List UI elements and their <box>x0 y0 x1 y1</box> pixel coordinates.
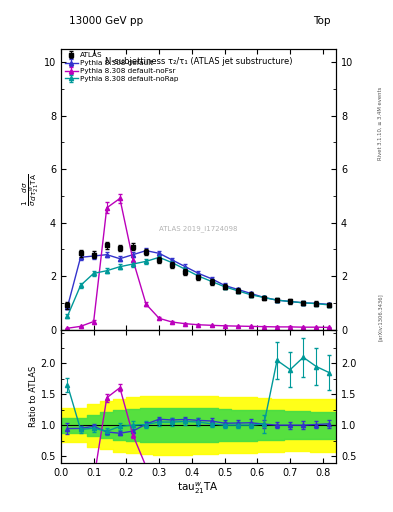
Text: Top: Top <box>314 15 331 26</box>
Text: [arXiv:1306.3436]: [arXiv:1306.3436] <box>378 293 383 342</box>
Legend: ATLAS, Pythia 8.308 default, Pythia 8.308 default-noFsr, Pythia 8.308 default-no: ATLAS, Pythia 8.308 default, Pythia 8.30… <box>63 51 180 83</box>
Text: 13000 GeV pp: 13000 GeV pp <box>69 15 143 26</box>
X-axis label: tau$^{w}_{21}$TA: tau$^{w}_{21}$TA <box>178 481 219 497</box>
Text: Rivet 3.1.10, ≥ 3.4M events: Rivet 3.1.10, ≥ 3.4M events <box>378 86 383 160</box>
Y-axis label: Ratio to ATLAS: Ratio to ATLAS <box>29 366 38 427</box>
Text: ATLAS 2019_i1724098: ATLAS 2019_i1724098 <box>159 225 238 232</box>
Text: N-subjettiness τ₂/τ₁ (ATLAS jet substructure): N-subjettiness τ₂/τ₁ (ATLAS jet substruc… <box>105 57 292 66</box>
Y-axis label: $\frac{1}{\sigma}\frac{d\sigma}{d\tau_{21}^{w}\mathrm{TA}}$: $\frac{1}{\sigma}\frac{d\sigma}{d\tau_{2… <box>20 173 41 206</box>
